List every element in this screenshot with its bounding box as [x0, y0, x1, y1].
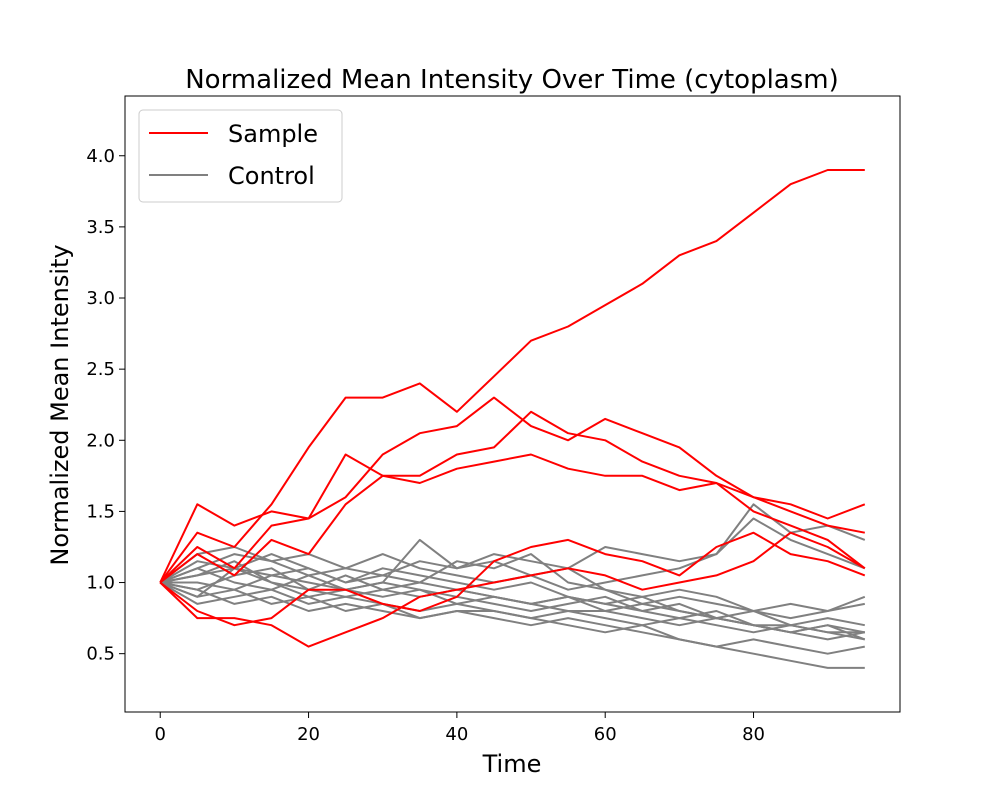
series-line-control-14 [160, 581, 865, 669]
series-line-control-17 [160, 567, 866, 641]
legend-label-sample: Sample [228, 120, 318, 148]
series-line-sample-2 [159, 453, 866, 584]
series-line-sample-4 [159, 531, 866, 648]
y-tick-label-4: 2.5 [86, 359, 115, 380]
series-line-sample-5 [159, 531, 866, 627]
y-tick-label-2: 1.5 [86, 501, 115, 522]
series-line-control-8 [159, 553, 865, 612]
y-tick-label-0: 0.5 [86, 644, 115, 665]
x-tick-label-2: 40 [445, 724, 468, 745]
series-line-control-16 [159, 581, 865, 655]
legend: Sample Control [138, 109, 343, 203]
y-tick-label-5: 3.0 [86, 288, 115, 309]
series-line-sample-0 [159, 169, 865, 584]
series-line-control-6 [159, 517, 866, 584]
x-tick-label-3: 60 [594, 724, 617, 745]
legend-label-control: Control [228, 162, 315, 190]
y-tick-label-3: 2.0 [86, 430, 115, 451]
series-line-sample-1 [159, 396, 866, 583]
series-line-control-11 [160, 574, 865, 634]
y-tick-label-6: 3.5 [86, 217, 115, 238]
x-tick-label-1: 20 [297, 724, 320, 745]
series-layer [159, 169, 866, 669]
chart-title: Normalized Mean Intensity Over Time (cyt… [185, 65, 839, 95]
y-tick-label-1: 1.0 [86, 573, 115, 594]
y-tick-label-7: 4.0 [86, 146, 115, 167]
plot-frame [124, 95, 901, 713]
series-line-control-7 [160, 503, 866, 598]
series-line-sample-3 [159, 410, 865, 584]
x-tick-label-4: 80 [742, 724, 765, 745]
x-tick-label-0: 0 [155, 724, 166, 745]
x-axis-label: Time [482, 750, 542, 778]
ticks-layer: 0 20 40 60 80 0.5 1.0 1.5 2.0 2.5 3.0 3.5 4.0 [86, 146, 765, 745]
y-axis-label: Normalized Mean Intensity [46, 244, 74, 565]
